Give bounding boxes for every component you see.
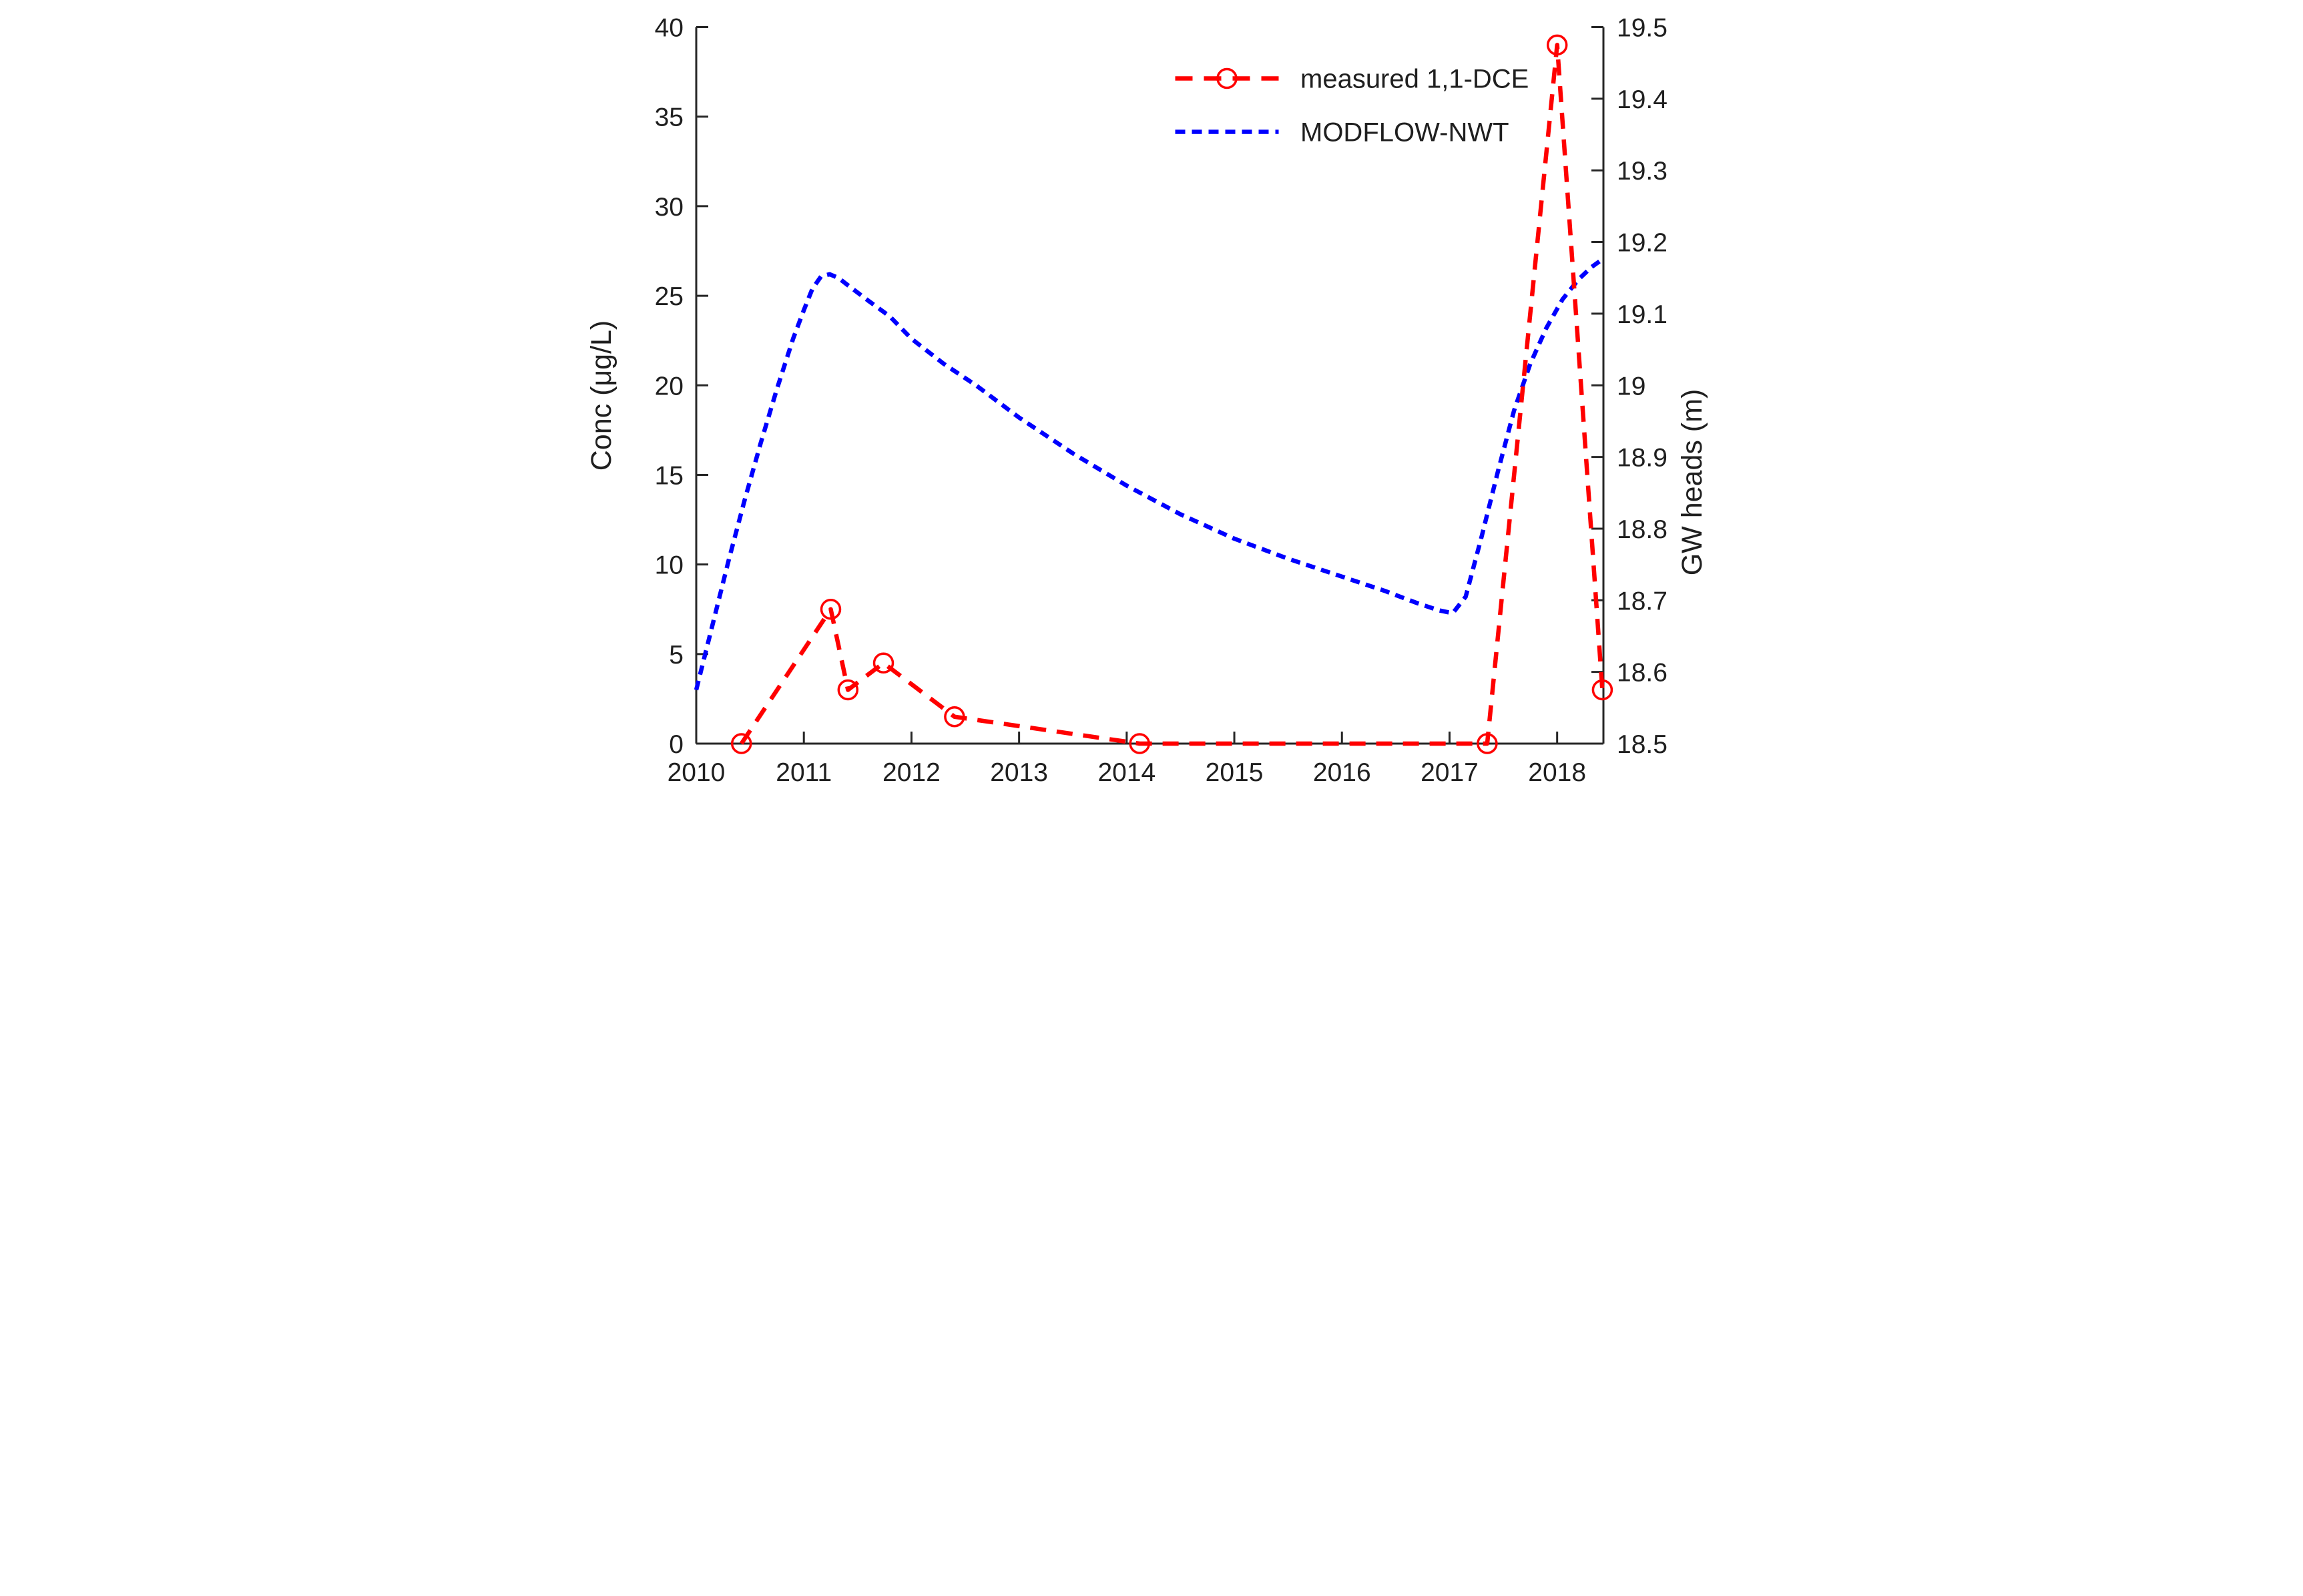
left-y-tick-label: 20	[654, 372, 683, 401]
left-y-tick-label: 5	[669, 641, 684, 670]
x-tick-label: 2017	[1421, 758, 1479, 787]
right-y-tick-label: 19.2	[1617, 229, 1668, 258]
left-y-axis-label: Conc (μg/L)	[585, 320, 617, 471]
right-y-tick-label: 18.7	[1617, 587, 1668, 615]
data-point-marker	[872, 652, 894, 674]
series-line-modflow	[694, 256, 1605, 691]
legend-item-modflow: MODFLOW-NWT	[1175, 118, 1509, 148]
chart: 2010 2011 2012 2013 2014 2015 2016 2017 20180510…	[575, 0, 1728, 798]
left-y-tick-label: 15	[654, 461, 683, 490]
right-y-tick-label: 19	[1617, 372, 1645, 401]
right-y-tick-label: 18.6	[1617, 659, 1668, 688]
data-point-marker	[820, 598, 841, 620]
legend-dce-label: measured 1,1-DCE	[1300, 65, 1529, 94]
x-tick-label: 2013	[990, 758, 1048, 787]
figure: 2010 2011 2012 2013 2014 2015 2016 2017 2018 0 5 10…	[575, 0, 1728, 798]
data-point-marker	[837, 679, 858, 701]
right-y-tick-label: 18.5	[1617, 730, 1668, 759]
data-point-marker	[1546, 34, 1567, 56]
axis-ticks: 2010 2011 2012 2013 2014 2015 2016 2017 20180510…	[654, 14, 1667, 788]
x-tick-label: 2014	[1097, 758, 1156, 787]
x-tick-label: 2016	[1312, 758, 1370, 787]
series-markers-measured-dce	[730, 34, 1613, 754]
left-y-tick-label: 25	[654, 282, 683, 311]
series-line-measured-dce	[739, 43, 1605, 746]
right-y-tick-label: 19.1	[1617, 300, 1668, 329]
right-y-tick-label: 18.8	[1617, 515, 1668, 544]
legend: measured 1,1-DCE MODFLOW-NWT	[1175, 65, 1529, 148]
legend-item-measured-dce: measured 1,1-DCE	[1175, 65, 1529, 94]
data-point-marker	[730, 733, 752, 754]
x-tick-label: 2011	[776, 758, 832, 787]
x-tick-label: 2012	[882, 758, 941, 787]
legend-dce-marker-icon	[1216, 67, 1238, 89]
left-y-tick-label: 40	[654, 14, 683, 43]
x-tick-label: 2010	[667, 758, 725, 787]
data-point-marker	[943, 706, 965, 728]
right-y-tick-label: 18.9	[1617, 444, 1668, 473]
legend-modflow-label: MODFLOW-NWT	[1300, 118, 1509, 148]
x-tick-label: 2018	[1528, 758, 1586, 787]
x-tick-label: 2015	[1205, 758, 1263, 787]
right-y-axis-label: GW heads (m)	[1676, 389, 1708, 576]
left-y-tick-label: 35	[654, 103, 683, 132]
left-y-tick-label: 10	[654, 551, 683, 580]
left-y-tick-label: 30	[654, 193, 683, 222]
left-y-tick-label: 0	[669, 730, 684, 759]
series-lines	[694, 34, 1613, 754]
data-point-marker	[1128, 733, 1150, 754]
right-y-tick-label: 19.3	[1617, 157, 1668, 186]
right-y-tick-label: 19.5	[1617, 14, 1668, 43]
data-point-marker	[1476, 733, 1498, 754]
data-point-marker	[1591, 679, 1613, 701]
right-y-tick-label: 19.4	[1617, 85, 1668, 114]
